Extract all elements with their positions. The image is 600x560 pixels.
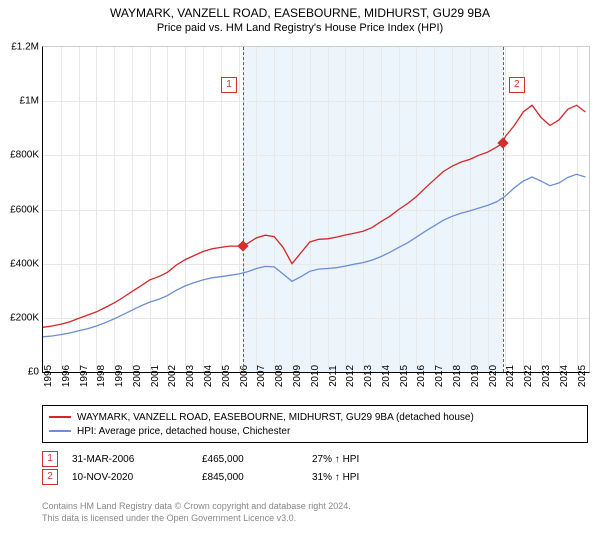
y-axis-label: £1.2M [11,42,39,53]
transaction-price: £845,000 [202,472,312,483]
transactions-table: 1 31-MAR-2006 £465,000 27% ↑ HPI 2 10-NO… [42,450,588,486]
y-axis-label: £800K [10,150,39,161]
legend-swatch-hpi [49,430,71,432]
transaction-date: 10-NOV-2020 [72,472,202,483]
transaction-marker-box: 2 [42,469,58,485]
title-line-2: Price paid vs. HM Land Registry's House … [0,22,600,34]
legend-swatch-property [49,416,71,418]
marker-box-2: 2 [509,77,525,93]
footer-line-1: Contains HM Land Registry data © Crown c… [42,500,588,512]
transaction-marker-box: 1 [42,451,58,467]
legend-label-hpi: HPI: Average price, detached house, Chic… [77,426,290,437]
legend-item-property: WAYMARK, VANZELL ROAD, EASEBOURNE, MIDHU… [49,410,581,424]
footer-attribution: Contains HM Land Registry data © Crown c… [42,500,588,524]
series-line-hpi [43,174,585,336]
chart-title: WAYMARK, VANZELL ROAD, EASEBOURNE, MIDHU… [0,0,600,34]
footer-line-2: This data is licensed under the Open Gov… [42,512,588,524]
legend-label-property: WAYMARK, VANZELL ROAD, EASEBOURNE, MIDHU… [77,412,474,423]
y-axis-label: £400K [10,258,39,269]
y-axis-label: £200K [10,312,39,323]
transaction-date: 31-MAR-2006 [72,454,202,465]
legend-box: WAYMARK, VANZELL ROAD, EASEBOURNE, MIDHU… [42,405,588,443]
transaction-row: 2 10-NOV-2020 £845,000 31% ↑ HPI [42,468,588,486]
y-axis-label: £1M [20,96,39,107]
y-axis-label: £0 [28,367,39,378]
title-line-1: WAYMARK, VANZELL ROAD, EASEBOURNE, MIDHU… [0,6,600,20]
transaction-delta: 31% ↑ HPI [312,472,422,483]
legend-item-hpi: HPI: Average price, detached house, Chic… [49,424,581,438]
y-axis-label: £600K [10,204,39,215]
chart-container: WAYMARK, VANZELL ROAD, EASEBOURNE, MIDHU… [0,0,600,560]
marker-box-1: 1 [221,77,237,93]
transaction-price: £465,000 [202,454,312,465]
transaction-row: 1 31-MAR-2006 £465,000 27% ↑ HPI [42,450,588,468]
plot-area: £0£200K£400K£600K£800K£1M£1.2M1995199619… [42,46,590,373]
transaction-delta: 27% ↑ HPI [312,454,422,465]
